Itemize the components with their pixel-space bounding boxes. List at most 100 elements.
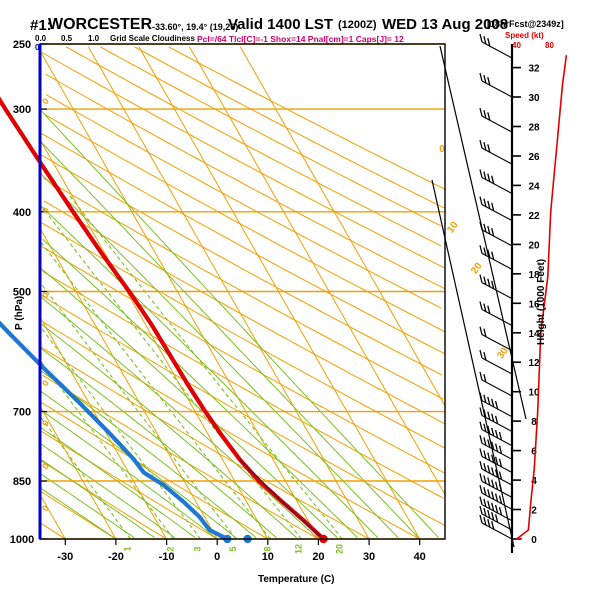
dry-adiabat-line [40,245,446,474]
wind-barb-feather [491,202,495,212]
wind-barb-shaft [481,357,513,375]
height-tick-label: 24 [528,181,540,192]
pressure-tick-label: 1000 [10,534,34,546]
wind-barb-feather [483,142,487,151]
moist-adiabat-line [39,108,439,538]
valid-time: Valid 1400 LST [228,16,334,33]
temperature-tick-label: -20 [108,551,124,563]
height-tick-label: 10 [528,388,540,399]
mixing-ratio-line [40,417,131,540]
mixing-ratio-label: 20 [334,544,344,554]
grid-cloudiness-label: Grid Scale Cloudiness [110,34,195,43]
mixing-ratio-label: 2 [166,546,176,551]
temperature-tick-label: 10 [262,551,274,563]
forecast-stamp: [18hrFcst@2349z] [487,19,564,29]
wind-barb-shaft [481,41,513,59]
height-tick-label: 14 [528,329,540,340]
wind-barb-feather [487,112,491,121]
wind-barb-feather [498,458,503,468]
wind-barb-feather [491,454,495,463]
moist-adiabat-line [41,323,297,538]
wind-barb-feather [479,371,483,381]
wind-barb-feather [483,35,487,45]
wind-barb-feather [483,463,487,472]
wind-barb-feather [479,221,483,231]
height-tick-label: 12 [528,358,540,369]
wind-barb-shaft [481,334,513,352]
dewpoint-curve [0,320,229,541]
wind-barb-feather [479,169,483,178]
height-tick-label: 18 [528,270,540,281]
moist-adiabat-line [39,409,216,538]
wind-barb-shaft [481,177,513,194]
height-tick-label: 30 [528,93,540,104]
dry-adiabat-line [40,346,370,540]
moist-adiabat-line [40,458,155,538]
mixing-ratio-label: 5 [228,546,238,551]
isotherm-line [38,493,66,540]
mixing-ratio-line [41,283,237,540]
isotherm-label-right: 30 [495,345,511,361]
wind-barb-feather [487,509,491,519]
wind-barb-feather [479,421,483,430]
temperature-tick-label: 0 [214,551,220,563]
wind-barb-feather [498,445,503,454]
wind-barb-feather [483,507,487,517]
dry-adiabat-line [65,46,442,247]
wind-barb-feather [494,514,499,523]
wind-barb-feather [479,460,483,470]
wind-barb-feather [479,301,483,310]
wind-barb-feather [483,247,487,256]
wind-barb-feather [483,373,487,383]
dry-adiabat-line [39,153,443,376]
mixing-ratio-line [39,325,202,540]
wind-barb-feather [479,496,483,505]
wind-barb-feather [491,491,495,500]
moist-adiabat-line [38,346,277,538]
temperature-tick-label: 40 [414,551,426,563]
stability-indices: Pcl=/64 Tlcl[C]=-1 Shox=14 Pnal[cm]=1 Ca… [197,34,404,44]
wind-barb-shaft [481,229,513,247]
wind-barb-feather [479,245,483,254]
wind-barb-feather [483,223,487,233]
wind-barb-shaft [481,204,513,222]
wind-barb-feather [487,489,491,498]
mixing-ratio-line [69,195,343,540]
wind-barb-feather [487,500,491,509]
isotherm-line [39,405,117,540]
wind-barb-feather [483,487,487,496]
height-tick-label: 0 [531,535,537,546]
dry-adiabat-edge-label: 0 [40,378,51,388]
isotherm-label-right: 0 [439,144,445,155]
wind-barb-feather [494,456,499,465]
speed-profile-curve [516,55,568,540]
wind-barb-shaft [481,282,513,300]
wind-barb-shaft [481,115,513,133]
dry-adiabat-line [41,431,218,540]
moist-adiabat-line [39,140,419,538]
height-tick-label: 22 [528,211,540,222]
wind-barb-feather [479,196,483,205]
dry-adiabat-line [168,46,447,191]
wind-barb-feather [479,514,483,524]
wind-barb-feather [483,198,487,207]
station-id: #1: [30,17,52,34]
wind-barb-feather [487,411,491,420]
grid-cloudiness-tick-0: 0.0 [35,34,47,43]
wind-barb-feather [491,227,495,237]
wind-barb-feather [479,435,483,444]
isotherm-line [40,140,269,540]
wind-barb-feather [483,171,487,180]
wind-barb-feather [498,495,503,504]
height-tick-label: 28 [528,123,540,134]
station-name: WORCESTER [48,16,152,33]
temperature-tick-label: -10 [159,551,175,563]
wind-barb-feather [491,398,495,408]
dry-adiabat-line [45,94,442,309]
wind-barb-feather [479,72,483,82]
dry-adiabat-line [41,52,445,269]
wind-barb-feather [487,144,491,153]
dry-adiabat-edge-label: 0 [40,290,51,300]
mixing-ratio-label: 8 [262,546,272,551]
wind-barb-feather [483,498,487,507]
